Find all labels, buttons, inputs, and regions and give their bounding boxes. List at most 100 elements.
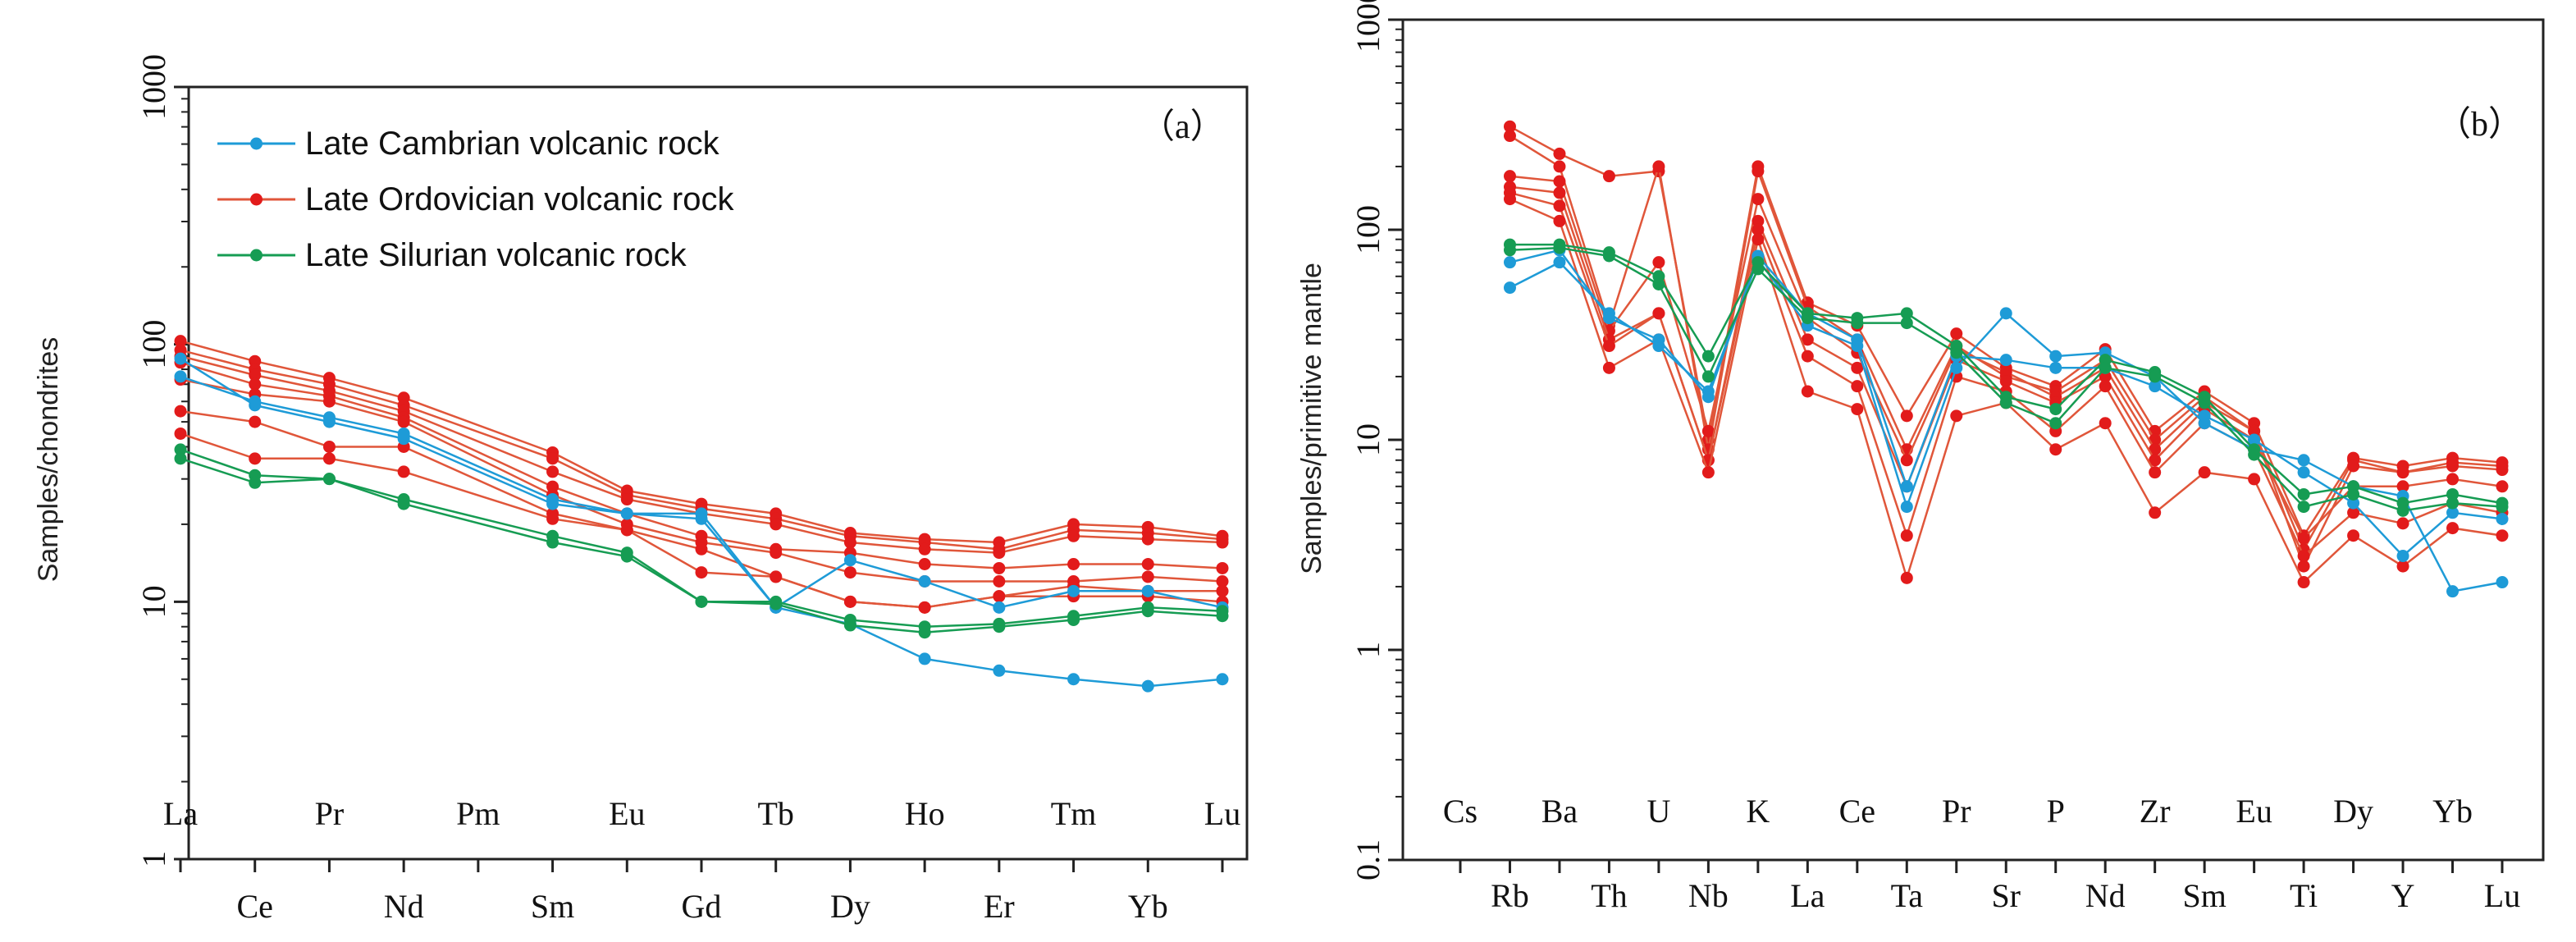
data-point-silurian	[1900, 317, 1913, 330]
data-point-ordovician	[2297, 532, 2310, 545]
data-point-ordovician	[1851, 361, 1864, 374]
data-point-ordovician	[993, 590, 1006, 603]
y-tick-label: 0.1	[1350, 839, 1386, 880]
data-point-ordovician	[1999, 366, 2012, 379]
data-point-ordovician	[1553, 175, 1566, 188]
data-point-ordovician	[1553, 160, 1566, 173]
data-point-silurian	[1503, 244, 1516, 257]
element-label-eu: Eu	[2236, 793, 2272, 830]
data-point-ordovician	[1900, 571, 1913, 584]
data-point-cambrian	[546, 493, 560, 506]
data-point-ordovician	[843, 595, 856, 608]
data-point-cambrian	[1701, 391, 1715, 404]
data-point-silurian	[1216, 610, 1229, 623]
data-point-ordovician	[695, 566, 708, 579]
data-point-ordovician	[993, 561, 1006, 574]
data-point-ordovician	[1752, 223, 1765, 236]
data-point-ordovician	[843, 536, 856, 549]
data-point-cambrian	[2496, 512, 2509, 525]
data-point-ordovician	[546, 465, 560, 478]
data-point-cambrian	[2198, 409, 2211, 423]
data-point-cambrian	[1900, 480, 1913, 493]
data-point-ordovician	[993, 574, 1006, 588]
data-point-ordovician	[1752, 214, 1765, 227]
series-line-ordovician	[180, 349, 1223, 551]
data-point-cambrian	[1141, 584, 1154, 597]
data-point-silurian	[2297, 487, 2310, 501]
element-label-p: P	[2047, 793, 2065, 830]
legend: Late Cambrian volcanic rock Late Ordovici…	[217, 126, 734, 273]
data-point-silurian	[620, 550, 633, 563]
data-point-cambrian	[1141, 679, 1154, 693]
data-point-ordovician	[1851, 403, 1864, 416]
data-point-cambrian	[918, 574, 931, 588]
data-point-ordovician	[2347, 506, 2360, 519]
data-point-silurian	[918, 626, 931, 639]
data-point-silurian	[1801, 312, 1814, 325]
element-label-zr: Zr	[2140, 793, 2171, 830]
panel-b-series	[1503, 120, 2509, 598]
legend-swatch-marker	[250, 193, 263, 206]
data-point-cambrian	[918, 652, 931, 665]
data-point-ordovician	[546, 512, 560, 525]
element-label-er: Er	[984, 888, 1015, 925]
data-point-cambrian	[2297, 454, 2310, 467]
data-point-silurian	[546, 536, 560, 549]
data-point-ordovician	[2198, 466, 2211, 479]
data-point-cambrian	[1067, 584, 1080, 597]
data-point-ordovician	[2248, 424, 2261, 437]
data-point-cambrian	[397, 427, 410, 440]
data-point-ordovician	[1801, 333, 1814, 346]
data-point-cambrian	[1851, 333, 1864, 346]
element-label-nd: Nd	[384, 888, 424, 925]
data-point-ordovician	[1216, 536, 1229, 549]
data-point-silurian	[397, 497, 410, 510]
data-point-cambrian	[2049, 361, 2062, 374]
data-point-ordovician	[2049, 443, 2062, 456]
data-point-ordovician	[2099, 380, 2112, 393]
element-label-la: La	[163, 795, 198, 832]
element-label-sm: Sm	[531, 888, 574, 925]
y-tick-label: 1	[135, 851, 172, 867]
data-point-cambrian	[1999, 307, 2012, 320]
data-point-ordovician	[1602, 340, 1615, 353]
element-label-k: K	[1746, 793, 1770, 830]
data-point-silurian	[1900, 307, 1913, 320]
data-point-silurian	[770, 597, 783, 610]
element-label-pm: Pm	[456, 795, 500, 832]
y-tick-label: 100	[135, 320, 172, 369]
element-label-y: Y	[2391, 877, 2415, 914]
data-point-silurian	[1752, 263, 1765, 276]
data-point-ordovician	[397, 465, 410, 478]
series-line-cambrian	[180, 375, 1223, 609]
data-point-ordovician	[1701, 466, 1715, 479]
data-point-ordovician	[2496, 480, 2509, 493]
data-point-silurian	[174, 443, 187, 456]
data-point-ordovician	[1553, 214, 1566, 227]
element-label-lu: Lu	[1204, 795, 1240, 832]
data-point-ordovician	[2496, 529, 2509, 542]
data-point-ordovician	[1999, 375, 2012, 388]
element-label-yb: Yb	[2432, 793, 2473, 830]
panel-b-frame	[1401, 18, 2545, 862]
data-point-silurian	[1141, 605, 1154, 618]
data-point-ordovician	[322, 452, 336, 465]
element-label-ce: Ce	[1839, 793, 1875, 830]
data-point-ordovician	[1503, 120, 1516, 133]
data-point-silurian	[2496, 501, 2509, 514]
element-label-nb: Nb	[1688, 877, 1729, 914]
data-point-ordovician	[918, 557, 931, 570]
data-point-ordovician	[1752, 193, 1765, 206]
panel-a-element-labels: La Ce Pr Nd Pm Sm Eu Gd Tb Dy Ho Er Tm Yb Lu	[163, 795, 1240, 925]
data-point-ordovician	[620, 493, 633, 506]
legend-entry-label: Late Silurian volcanic rock	[305, 237, 687, 273]
element-label-ba: Ba	[1541, 793, 1578, 830]
data-point-cambrian	[1900, 501, 1913, 514]
y-tick-label: 100	[1350, 205, 1386, 254]
element-label-sr: Sr	[1991, 877, 2021, 914]
element-label-pr: Pr	[1942, 793, 1971, 830]
data-point-ordovician	[174, 427, 187, 440]
data-point-ordovician	[2347, 529, 2360, 542]
data-point-ordovician	[546, 452, 560, 465]
